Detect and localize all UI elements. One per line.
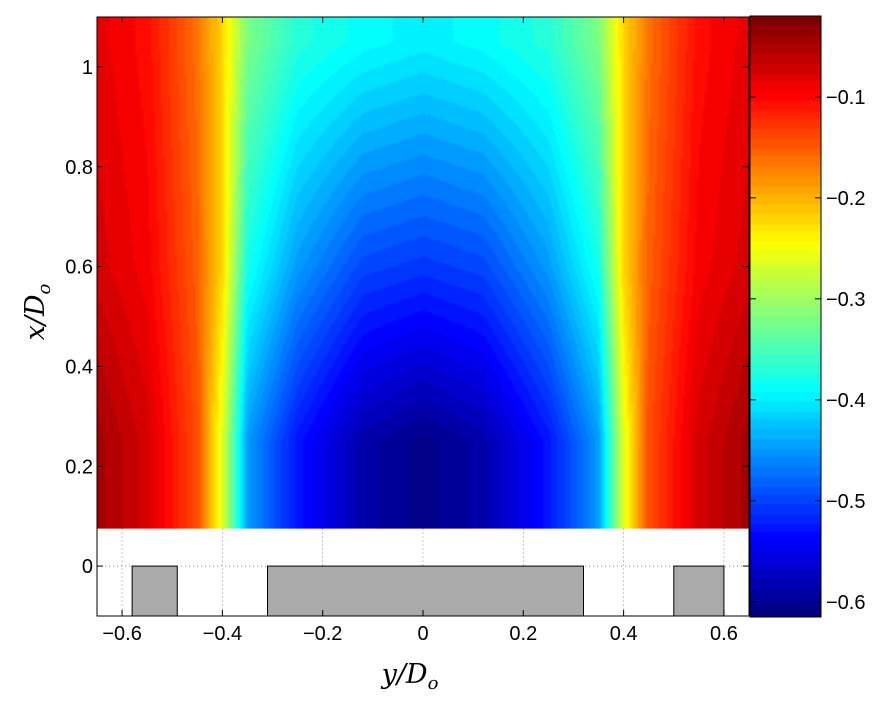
geometry-block xyxy=(131,565,178,617)
x-tick-label: 0.4 xyxy=(610,623,638,645)
y-tick-label: 0.8 xyxy=(65,157,93,179)
contour-field-image xyxy=(97,17,749,529)
x-axis-ticks: −0.6 −0.4 −0.2 0 0.2 0.4 0.6 xyxy=(102,17,738,645)
colorbar-tick-label: −0.6 xyxy=(826,592,865,614)
y-axis-label: x/Do xyxy=(20,283,55,340)
contour-field xyxy=(97,17,749,529)
y-tick-label: 0.4 xyxy=(65,356,93,378)
geometry-panel xyxy=(97,528,749,617)
y-axis-label-sub: o xyxy=(34,283,55,294)
geometry-block xyxy=(267,565,584,617)
x-tick-label: 0.2 xyxy=(509,623,537,645)
x-tick-label: −0.6 xyxy=(102,623,141,645)
y-tick-label: 0.2 xyxy=(65,456,93,478)
y-tick-label: 1 xyxy=(82,57,93,79)
colorbar-tick-label: −0.4 xyxy=(826,390,865,412)
colorbar-tick-label: −0.5 xyxy=(826,491,865,513)
y-tick-label: 0 xyxy=(82,556,93,578)
x-axis-label-main: y/D xyxy=(381,659,428,690)
x-axis-label-sub: o xyxy=(428,673,439,694)
x-tick-label: −0.2 xyxy=(303,623,342,645)
colorbar-frame xyxy=(749,15,822,618)
colorbar-ticks: −0.1 −0.2 −0.3 −0.4 −0.5 −0.6 xyxy=(750,87,865,614)
x-tick-label: 0 xyxy=(417,623,428,645)
colorbar-tick-label: −0.3 xyxy=(826,289,865,311)
x-tick-label: −0.4 xyxy=(203,623,242,645)
y-axis-label-main: x/D xyxy=(20,294,51,340)
y-axis-ticks: 0 0.2 0.4 0.6 0.8 1 xyxy=(65,57,749,578)
geometry-block xyxy=(673,565,725,617)
colorbar-gradient xyxy=(750,16,821,617)
colorbar: −0.1 −0.2 −0.3 −0.4 −0.5 −0.6 xyxy=(749,15,865,618)
x-axis-label: y/Do xyxy=(381,659,439,694)
colorbar-tick-label: −0.1 xyxy=(826,87,865,109)
y-tick-label: 0.6 xyxy=(65,257,93,279)
colorbar-tick-label: −0.2 xyxy=(826,188,865,210)
x-tick-label: 0.6 xyxy=(710,623,738,645)
